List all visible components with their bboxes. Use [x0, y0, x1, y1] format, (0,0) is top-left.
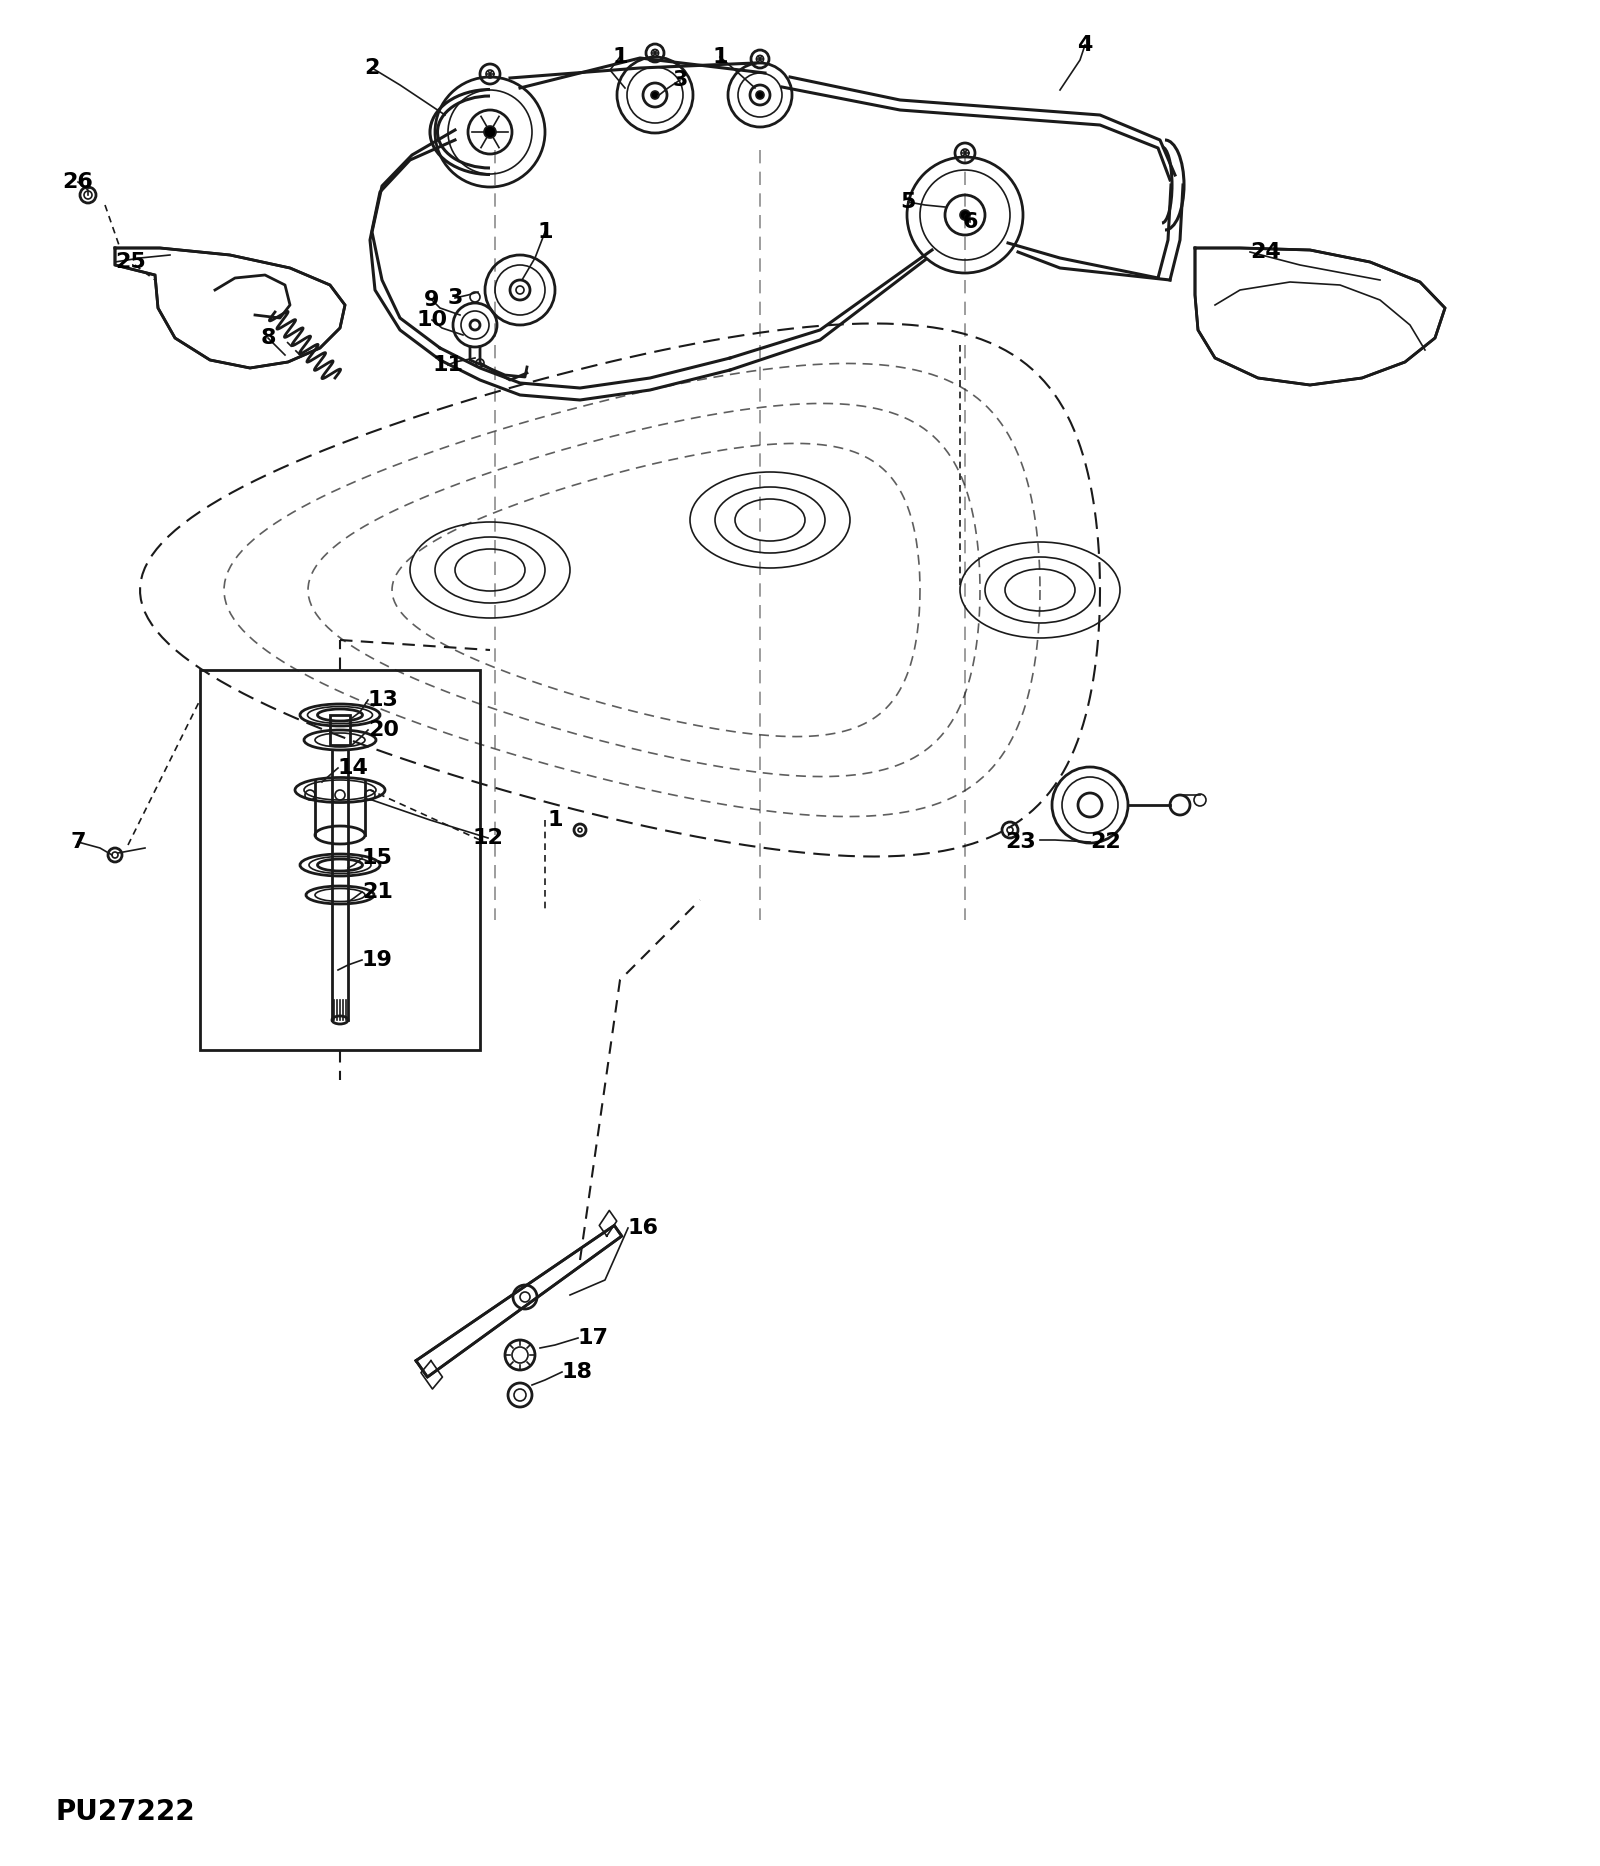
Polygon shape — [115, 248, 346, 368]
Text: 3: 3 — [448, 287, 462, 308]
Circle shape — [483, 127, 496, 138]
Text: 3: 3 — [672, 71, 688, 90]
Text: 5: 5 — [901, 192, 915, 213]
Polygon shape — [1195, 248, 1445, 384]
Text: 18: 18 — [562, 1362, 594, 1383]
Text: 8: 8 — [261, 328, 275, 347]
Text: 13: 13 — [368, 690, 398, 709]
Text: 1: 1 — [547, 810, 563, 830]
Text: 16: 16 — [627, 1218, 659, 1237]
Circle shape — [651, 91, 659, 99]
Text: 25: 25 — [115, 252, 146, 272]
Text: 10: 10 — [416, 310, 448, 330]
Text: 20: 20 — [368, 720, 398, 741]
Text: 22: 22 — [1090, 832, 1120, 853]
Text: 2: 2 — [365, 58, 379, 78]
Text: 11: 11 — [432, 355, 464, 375]
Circle shape — [757, 91, 765, 99]
Text: 21: 21 — [362, 883, 394, 901]
Text: 4: 4 — [1077, 35, 1093, 54]
Bar — [330, 715, 350, 745]
Circle shape — [960, 211, 970, 220]
Text: 12: 12 — [472, 829, 504, 847]
Text: 6: 6 — [962, 213, 978, 231]
Text: 17: 17 — [578, 1329, 610, 1347]
Text: 1: 1 — [712, 47, 728, 67]
Polygon shape — [416, 1226, 622, 1377]
Text: 23: 23 — [1005, 832, 1035, 853]
Text: PU27222: PU27222 — [54, 1799, 195, 1827]
Text: 15: 15 — [362, 847, 394, 868]
Bar — [200, 670, 480, 1051]
Text: 1: 1 — [538, 222, 552, 243]
Text: 14: 14 — [338, 758, 370, 778]
Text: 24: 24 — [1250, 243, 1280, 261]
Text: 9: 9 — [424, 289, 440, 310]
Text: 26: 26 — [62, 172, 93, 192]
Text: 1: 1 — [613, 47, 627, 67]
Text: 19: 19 — [362, 950, 394, 970]
Text: 7: 7 — [70, 832, 86, 853]
